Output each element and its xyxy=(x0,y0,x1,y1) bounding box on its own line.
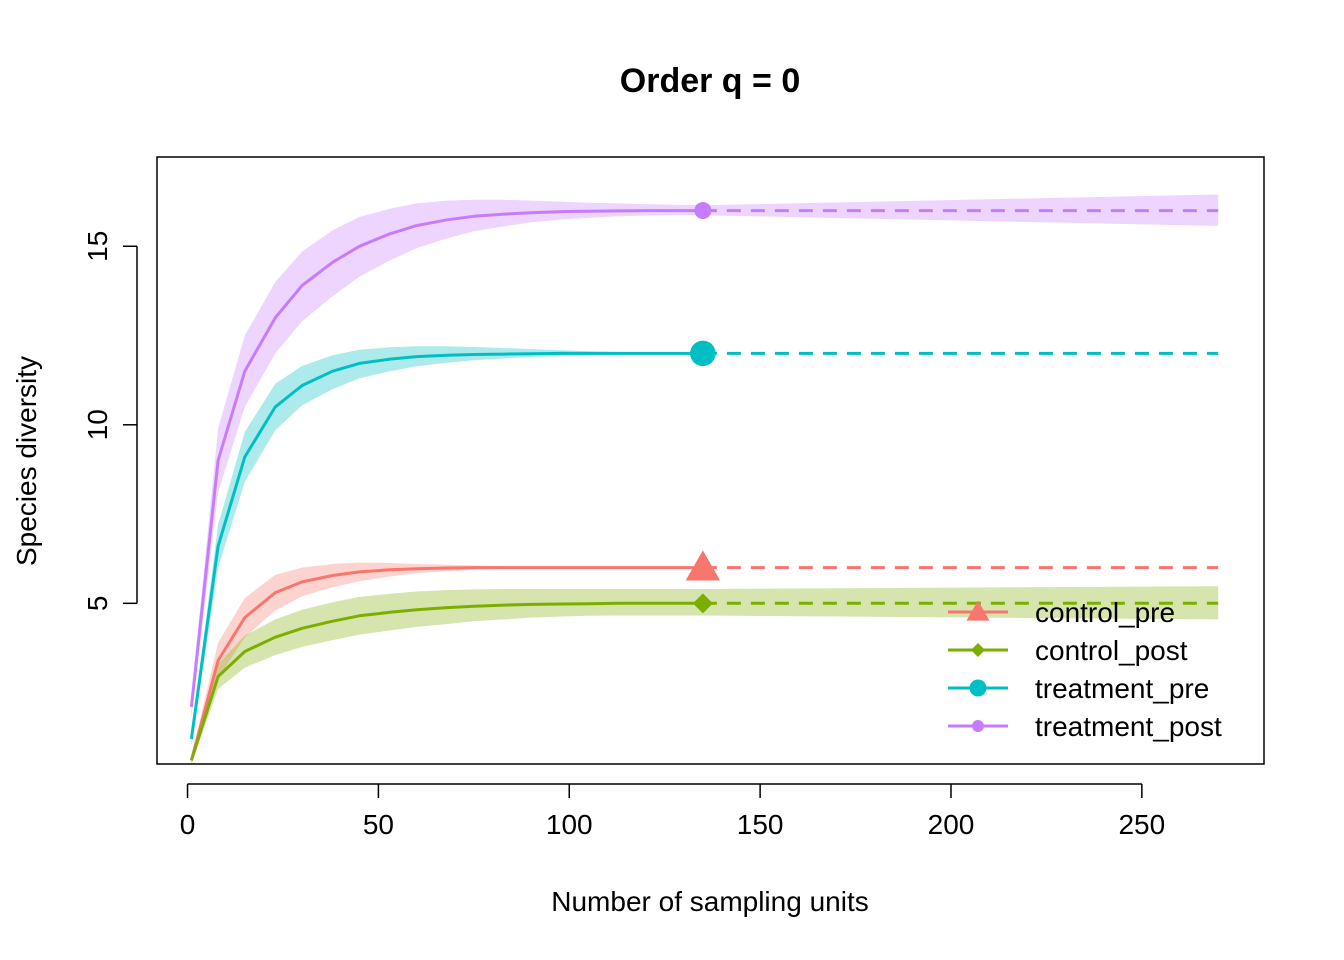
legend-marker-treatment-pre xyxy=(969,679,987,697)
x-tick-label: 0 xyxy=(180,809,196,840)
x-tick-label: 250 xyxy=(1118,809,1165,840)
plot-area xyxy=(189,194,1219,764)
x-tick-label: 150 xyxy=(737,809,784,840)
y-axis-label: Species diversity xyxy=(11,356,42,566)
treatment-pre-rarefaction-line xyxy=(189,351,703,740)
legend-marker-control-pre xyxy=(966,600,990,621)
legend-marker-control-post xyxy=(971,643,985,657)
y-tick-label: 15 xyxy=(82,231,113,262)
x-tick-label: 50 xyxy=(363,809,394,840)
y-axis: 5 10 15 xyxy=(82,231,138,612)
y-tick-label: 10 xyxy=(82,409,113,440)
x-axis-label: Number of sampling units xyxy=(551,886,868,917)
plot-frame xyxy=(156,156,1265,765)
legend-label-control-post: control_post xyxy=(1035,635,1188,666)
control-pre-observed-marker xyxy=(685,550,721,581)
legend-label-control-pre: control_pre xyxy=(1035,597,1175,628)
chart-title: Order q = 0 xyxy=(620,62,800,100)
legend-marker-treatment-post xyxy=(972,720,984,732)
legend: control_pre control_post treatment_pretrea… xyxy=(948,597,1222,742)
treatment-post-rarefaction-line xyxy=(189,209,703,708)
x-tick-label: 100 xyxy=(546,809,593,840)
control-post-rarefaction-band xyxy=(191,589,703,764)
control-pre-rarefaction-line xyxy=(189,566,703,761)
control-post-extrapolation-band xyxy=(702,586,1219,620)
series-lines xyxy=(189,209,1219,761)
x-tick-label: 200 xyxy=(928,809,975,840)
y-tick-label: 5 xyxy=(82,596,113,612)
x-axis: 0 50 100 150 200 250 xyxy=(180,783,1165,840)
legend-label-treatment-pre: treatment_pre xyxy=(1035,673,1209,704)
treatment-pre-observed-marker xyxy=(690,340,716,367)
treatment-post-extrapolation-band xyxy=(702,194,1219,226)
treatment-pre-rarefaction-band xyxy=(191,346,703,747)
control-post-rarefaction-line xyxy=(189,601,703,761)
control-post-observed-marker xyxy=(692,593,713,614)
legend-label-treatment-post: treatment_post xyxy=(1035,711,1222,742)
treatment-post-observed-marker xyxy=(694,202,712,220)
observed-markers xyxy=(685,202,721,614)
confidence-bands xyxy=(191,194,1219,764)
